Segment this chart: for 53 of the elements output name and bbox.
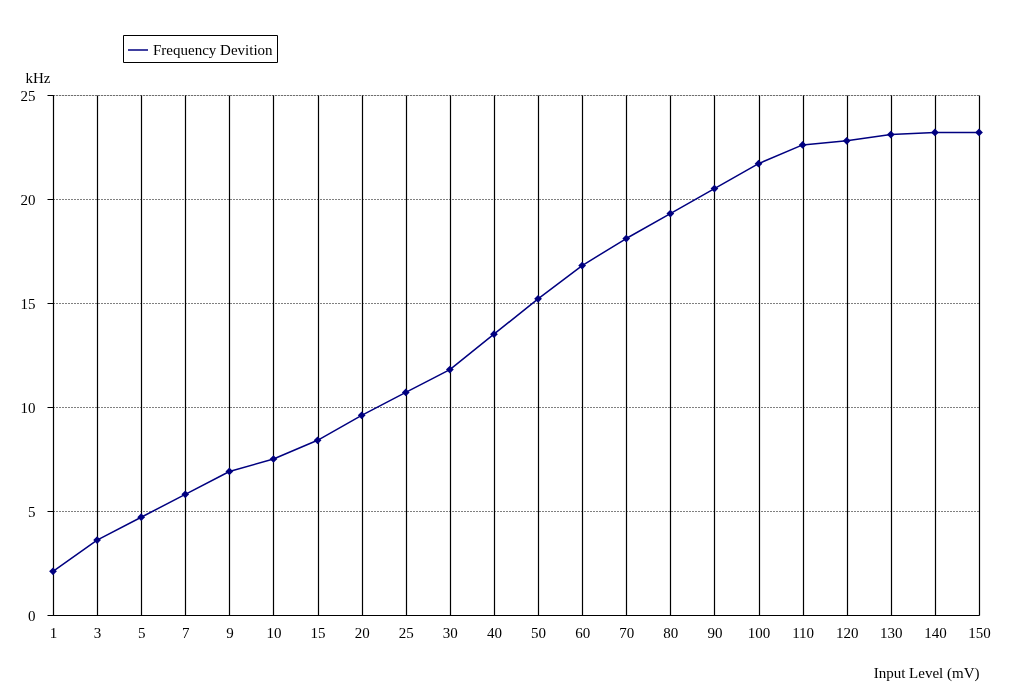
point: [842, 136, 851, 145]
x-tick-label: 130: [880, 624, 903, 641]
x-tick-label: 5: [137, 624, 146, 641]
legend-label: Frequency Devition: [153, 42, 274, 58]
point: [401, 388, 410, 397]
x-axis-title: Input Level (mV): [873, 664, 980, 682]
y-tick-label: 5: [28, 503, 36, 520]
point: [313, 436, 322, 445]
x-tick-label: 30: [442, 624, 458, 641]
point: [578, 261, 587, 270]
point: [49, 567, 57, 576]
y-tick-label: 15: [20, 295, 36, 312]
x-tick-label: 15: [310, 624, 326, 641]
point: [798, 141, 807, 149]
point: [754, 159, 763, 168]
point: [357, 411, 366, 420]
point: [225, 467, 234, 476]
y-tick-label: 25: [20, 87, 36, 104]
point: [931, 128, 939, 137]
x-tick-label: 3: [93, 624, 102, 641]
x-tick-label: 50: [531, 624, 547, 641]
x-tick-label: 9: [226, 624, 234, 641]
point: [710, 184, 719, 193]
point: [269, 455, 278, 463]
point: [534, 294, 542, 303]
point: [490, 330, 498, 339]
point: [886, 130, 895, 139]
point: [666, 209, 675, 218]
x-tick-label: 20: [354, 624, 370, 641]
x-tick-label: 10: [266, 624, 282, 641]
x-tick-label: 40: [486, 624, 502, 641]
x-tick-label: 80: [663, 624, 679, 641]
x-tick-label: 90: [707, 624, 723, 641]
point: [93, 536, 101, 544]
point: [181, 490, 190, 499]
x-tick-label: 110: [792, 624, 815, 641]
x-tick-label: 120: [835, 624, 859, 641]
y-tick-label: 20: [20, 191, 36, 208]
x-tick-label: 60: [575, 624, 591, 641]
x-tick-label: 140: [924, 624, 947, 641]
point: [975, 128, 983, 137]
y-tick-label: 0: [28, 607, 36, 624]
point: [137, 513, 146, 522]
point: [445, 365, 454, 374]
y-tick-label: 10: [20, 399, 36, 416]
x-tick-label: 150: [968, 624, 991, 641]
x-tick-label: 25: [398, 624, 414, 641]
x-tick-label: 100: [747, 624, 771, 641]
x-tick-label: 7: [182, 624, 191, 641]
x-tick-label: 1: [49, 624, 58, 641]
x-tick-label: 70: [619, 624, 635, 641]
y-axis-title: kHz: [25, 69, 51, 86]
point: [622, 234, 631, 243]
